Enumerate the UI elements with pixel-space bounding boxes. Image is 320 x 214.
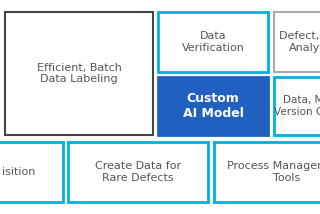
Bar [274,77,320,135]
Bar [158,77,268,135]
Bar [68,142,208,202]
Text: Data, Model
Version Control: Data, Model Version Control [274,95,320,117]
Text: isition: isition [2,167,36,177]
Text: Custom
AI Model: Custom AI Model [183,92,244,120]
Text: Defect, Data
Analytics: Defect, Data Analytics [279,31,320,53]
Text: Process Management
Tools: Process Management Tools [227,161,320,183]
Text: Data
Verification: Data Verification [181,31,244,53]
Bar [274,12,320,72]
Bar [5,12,153,135]
Bar [158,12,268,72]
Bar [214,142,320,202]
Bar [0,142,63,202]
Text: Efficient, Batch
Data Labeling: Efficient, Batch Data Labeling [36,63,121,84]
Text: Create Data for
Rare Defects: Create Data for Rare Defects [95,161,181,183]
